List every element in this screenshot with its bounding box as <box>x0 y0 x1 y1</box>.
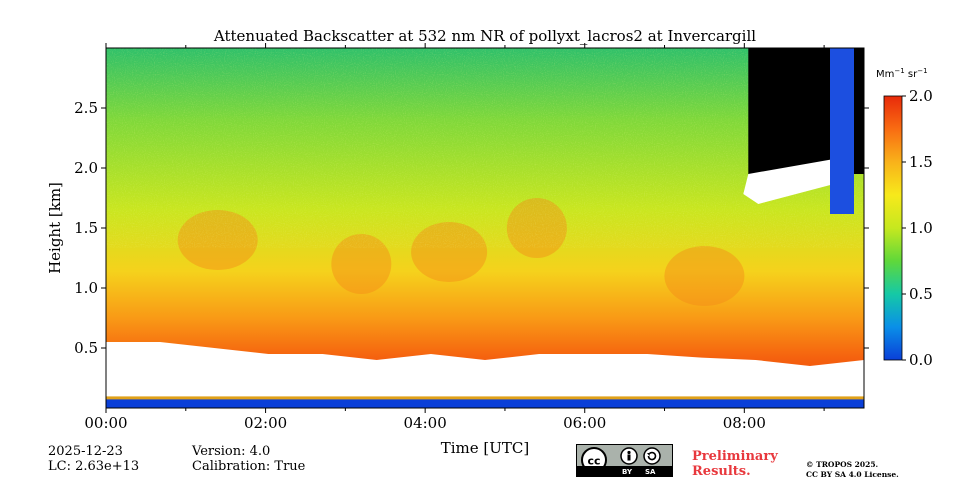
x-tick-label-02:00: 02:00 <box>244 414 287 432</box>
cc-license-badge: cc BY SA <box>576 444 673 477</box>
x-tick-label-00:00: 00:00 <box>84 414 127 432</box>
version-label: Version: 4.0 <box>192 444 271 459</box>
noise-speckle <box>106 48 864 248</box>
cloud-base <box>743 159 834 204</box>
y-tick-label-1.0: 1.0 <box>74 279 98 297</box>
cc-sa-text: SA <box>645 468 656 476</box>
cc-by-text: BY <box>622 468 633 476</box>
y-tick-label-0.5: 0.5 <box>74 339 98 357</box>
y-axis-label: Height [km] <box>46 182 64 274</box>
x-axis: 00:00 02:00 04:00 06:00 08:00 <box>84 43 825 432</box>
x-axis-label: Time [UTC] <box>441 439 530 457</box>
x-tick-label-06:00: 06:00 <box>563 414 606 432</box>
overlap-band <box>106 396 864 408</box>
cloud-region <box>743 48 864 214</box>
preliminary-notice: Preliminary Results. <box>692 449 778 479</box>
clear-layer-below-aerosol <box>106 342 864 399</box>
colorbar-tick-label-1.0: 1.0 <box>909 219 933 237</box>
overlap-band-edge <box>106 396 864 400</box>
colorbar-unit: Mm−1 sr−1 <box>876 67 928 80</box>
lc-label: LC: 2.63e+13 <box>48 459 140 474</box>
x-tick-label-04:00: 04:00 <box>404 414 447 432</box>
colorbar-tick-label-0.5: 0.5 <box>909 285 933 303</box>
colorbar-tick-label-2.0: 2.0 <box>909 87 933 105</box>
plume-3 <box>331 234 392 294</box>
saturated-column <box>830 48 854 214</box>
copyright-notice: © TROPOS 2025. CC BY SA 4.0 License. <box>806 460 899 479</box>
calibration-label: Calibration: True <box>192 459 306 474</box>
date-label: 2025-12-23 <box>48 444 123 459</box>
svg-text:cc: cc <box>587 455 600 468</box>
y-tick-label-2.5: 2.5 <box>74 99 98 117</box>
y-tick-label-2.0: 2.0 <box>74 159 98 177</box>
y-axis: 0.5 1.0 1.5 2.0 2.5 <box>74 99 869 357</box>
colorbar-ticks: 0.0 0.5 1.0 1.5 2.0 <box>902 87 933 369</box>
colorbar <box>883 95 903 361</box>
colorbar-tick-label-0.0: 0.0 <box>909 351 933 369</box>
share-alike-icon <box>643 447 661 465</box>
overlap-band-fill <box>106 398 864 408</box>
plume-4 <box>664 246 745 306</box>
y-tick-label-1.5: 1.5 <box>74 219 98 237</box>
plot-area <box>106 48 864 408</box>
x-tick-label-08:00: 08:00 <box>723 414 766 432</box>
colorbar-tick-label-1.5: 1.5 <box>909 153 933 171</box>
chart-title: Attenuated Backscatter at 532 nm NR of p… <box>213 27 756 45</box>
